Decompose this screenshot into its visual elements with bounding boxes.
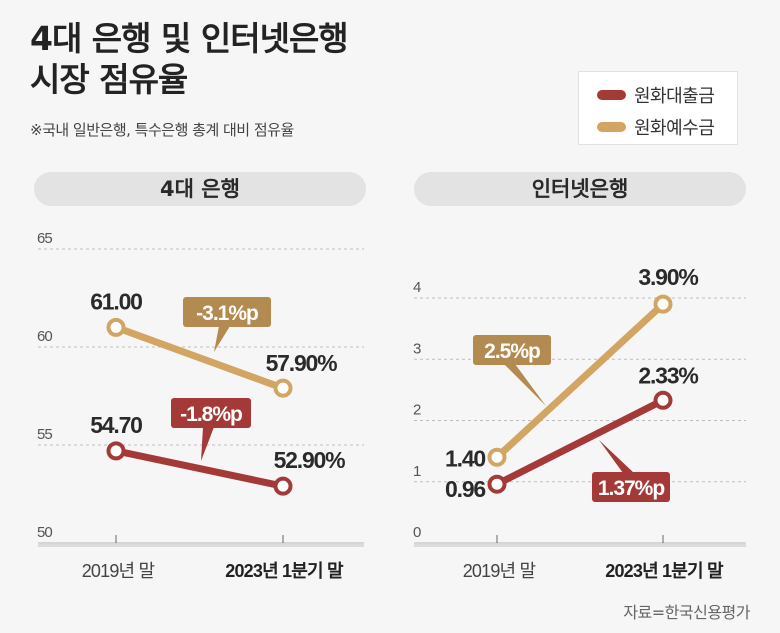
data-label: 61.00 <box>90 288 142 314</box>
data-point <box>106 317 126 337</box>
series-line-loan <box>115 447 284 490</box>
chart-internet: 0 1 2 3 4 2019년 말 2023년 1분기 말 1.40 3.90% 2.5%p 0.9… <box>413 264 746 581</box>
y-tick-label: 2 <box>413 402 421 419</box>
y-tick-label: 4 <box>413 279 421 296</box>
change-label: -1.8%p <box>180 403 242 426</box>
change-callout <box>171 398 251 428</box>
x-category-label: 2019년 말 <box>463 561 536 581</box>
change-callout <box>473 335 551 365</box>
source-note: 자료=한국신용평가 <box>623 603 750 622</box>
data-point <box>487 474 507 494</box>
x-category-label: 2023년 1분기 말 <box>605 561 724 581</box>
chart-title-internet: 인터넷은행 <box>414 172 746 206</box>
series-line-deposit <box>494 301 666 460</box>
series-line-loan <box>495 397 665 488</box>
legend-item-loan: 원화대출금 <box>597 82 715 108</box>
title-line-1: 4대 은행 및 인터넷은행 <box>30 19 349 58</box>
chart-big4: 50 55 60 65 2019년 말 2023년 1분기 말 61.00 57.90% -3.… <box>37 230 364 581</box>
y-tick-label: 55 <box>37 426 52 443</box>
y-tick-label: 50 <box>37 524 52 541</box>
legend-label-deposit: 원화예수금 <box>634 118 715 139</box>
data-point <box>273 378 293 398</box>
chart-title-big4: 4대 은행 <box>34 172 366 206</box>
change-callout <box>183 297 271 327</box>
change-label: 2.5%p <box>484 340 540 363</box>
legend-swatch-deposit <box>597 122 626 132</box>
footnote: ※국내 일반은행, 특수은행 총계 대비 점유율 <box>30 121 294 139</box>
data-point <box>487 447 507 467</box>
change-label: -3.1%p <box>196 302 258 325</box>
baseline <box>38 542 364 547</box>
data-point <box>273 476 293 496</box>
x-category-label: 2023년 1분기 말 <box>225 561 344 581</box>
data-point <box>106 441 126 461</box>
callout-pointer <box>214 326 230 352</box>
data-label: 52.90% <box>274 447 346 473</box>
data-point <box>653 390 673 410</box>
x-category-label: 2019년 말 <box>82 561 155 581</box>
series-line-deposit <box>114 324 285 392</box>
data-label: 3.90% <box>638 264 698 290</box>
title-line-2: 시장 점유율 <box>30 60 188 99</box>
baseline <box>414 542 746 547</box>
y-tick-label: 1 <box>413 463 421 480</box>
callout-pointer <box>201 427 214 461</box>
callout-pointer <box>504 364 546 406</box>
legend-label-loan: 원화대출금 <box>634 86 715 107</box>
y-tick-label: 3 <box>413 340 421 357</box>
legend-swatch-loan <box>597 90 626 100</box>
y-tick-label: 0 <box>413 524 421 541</box>
data-point <box>653 294 673 314</box>
legend: 원화대출금 원화예수금 <box>578 71 738 145</box>
change-callout <box>592 472 670 502</box>
data-label: 57.90% <box>266 350 338 376</box>
callout-pointer <box>599 440 634 473</box>
legend-item-deposit: 원화예수금 <box>597 114 715 140</box>
y-tick-label: 60 <box>37 328 52 345</box>
data-label: 54.70 <box>90 412 142 438</box>
y-tick-label: 65 <box>37 230 52 247</box>
page-title: 4대 은행 및 인터넷은행 시장 점유율 <box>30 18 349 100</box>
data-label: 1.40 <box>445 445 485 471</box>
change-label: 1.37%p <box>598 477 665 500</box>
data-label: 0.96 <box>445 476 485 502</box>
data-label: 2.33% <box>638 362 698 388</box>
